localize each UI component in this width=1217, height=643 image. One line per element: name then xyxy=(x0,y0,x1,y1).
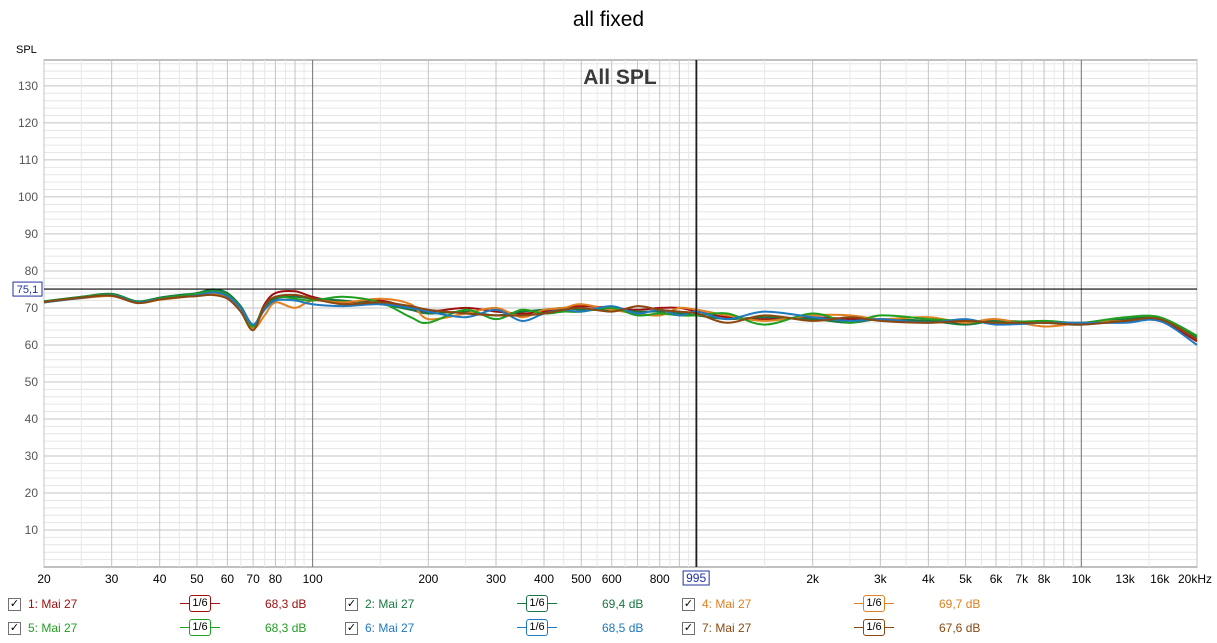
x-tick-label: 10k xyxy=(1072,572,1092,586)
legend-level: 69,7 dB xyxy=(939,597,981,611)
cursor: 995 75,1 xyxy=(12,60,1197,586)
legend-checkbox[interactable]: ✓ xyxy=(345,598,358,611)
legend-checkbox[interactable]: ✓ xyxy=(8,598,21,611)
smoothing-selector[interactable]: 1/6 xyxy=(180,595,220,613)
y-tick-label: 30 xyxy=(25,449,39,463)
legend-series-name: 7: Mai 27 xyxy=(702,621,752,635)
y-tick-labels: 10 20 30 40 50 60 70 80 90 100 110 120 130 xyxy=(18,79,38,537)
legend-level: 67,6 dB xyxy=(939,621,981,635)
x-tick-label: 200 xyxy=(418,572,438,586)
x-tick-label: 13k xyxy=(1115,572,1135,586)
cursor-y-label: 75,1 xyxy=(17,284,38,296)
plot-frame xyxy=(43,59,1198,568)
x-tick-label: 30 xyxy=(105,572,119,586)
legend-row-1: ✓ 1: Mai 27 1/6 68,3 dB ✓ 2: Mai 27 1/6 … xyxy=(0,595,1217,615)
series-line-6 xyxy=(43,293,1198,341)
series-line-3 xyxy=(43,292,1198,341)
smoothing-selector[interactable]: 1/6 xyxy=(854,595,894,613)
x-tick-label: 40 xyxy=(153,572,167,586)
x-tick-label: 500 xyxy=(571,572,591,586)
cursor-x-label: 995 xyxy=(686,571,706,585)
x-tick-label: 600 xyxy=(602,572,622,586)
x-tick-label: 4k xyxy=(922,572,936,586)
legend-series-name: 4: Mai 27 xyxy=(702,597,752,611)
legend-level: 68,3 dB xyxy=(265,621,307,635)
x-tick-label: 400 xyxy=(534,572,554,586)
y-tick-label: 60 xyxy=(25,338,39,352)
y-tick-label: 20 xyxy=(25,486,39,500)
legend-checkbox[interactable]: ✓ xyxy=(345,622,358,635)
smoothing-selector[interactable]: 1/6 xyxy=(854,619,894,637)
cursor-y-box xyxy=(12,281,43,297)
grid xyxy=(43,60,1198,567)
legend-series-name: 6: Mai 27 xyxy=(365,621,415,635)
y-tick-label: 10 xyxy=(25,523,39,537)
x-tick-labels: 20 30 40 50 60 70 80 100 200 300 400 500 600 800 2k 3k 4… xyxy=(37,572,1212,586)
legend-level: 68,3 dB xyxy=(265,597,307,611)
x-tick-label: 7k xyxy=(1015,572,1029,586)
x-tick-label: 8k xyxy=(1038,572,1052,586)
y-tick-label: 70 xyxy=(25,301,39,315)
x-tick-label: 3k xyxy=(874,572,888,586)
x-tick-label: 16k xyxy=(1150,572,1170,586)
chart-subtitle: All SPL xyxy=(583,66,657,89)
x-tick-label: 100 xyxy=(303,572,323,586)
y-tick-label: 80 xyxy=(25,264,39,278)
x-tick-label: 5k xyxy=(959,572,973,586)
x-tick-label: 20kHz xyxy=(1178,572,1212,586)
legend-level: 68,5 dB xyxy=(602,621,644,635)
cursor-x-box xyxy=(682,570,710,586)
y-tick-label: 100 xyxy=(18,190,38,204)
legend-level: 69,4 dB xyxy=(602,597,644,611)
legend-checkbox[interactable]: ✓ xyxy=(682,598,695,611)
chart-title: all fixed xyxy=(572,8,645,31)
legend-checkbox[interactable]: ✓ xyxy=(682,622,695,635)
y-tick-label: 110 xyxy=(19,153,38,167)
x-tick-label: 300 xyxy=(486,572,506,586)
x-tick-label: 6k xyxy=(990,572,1004,586)
y-tick-label: 50 xyxy=(25,375,39,389)
legend-checkbox[interactable]: ✓ xyxy=(8,622,21,635)
x-tick-label: 70 xyxy=(246,572,260,586)
x-tick-label: 20 xyxy=(37,572,51,586)
x-tick-label: 2k xyxy=(806,572,820,586)
legend-series-name: 1: Mai 27 xyxy=(28,597,78,611)
x-tick-label: 800 xyxy=(650,572,670,586)
y-tick-label: 40 xyxy=(25,412,39,426)
legend-series-name: 5: Mai 27 xyxy=(28,621,78,635)
y-tick-label: 90 xyxy=(25,227,39,241)
legend-series-name: 2: Mai 27 xyxy=(365,597,415,611)
x-tick-label: 50 xyxy=(190,572,204,586)
series-line-4 xyxy=(43,290,1198,337)
smoothing-selector[interactable]: 1/6 xyxy=(517,619,557,637)
x-tick-label: 80 xyxy=(269,572,283,586)
smoothing-selector[interactable]: 1/6 xyxy=(180,619,220,637)
x-tick-label: 60 xyxy=(221,572,235,586)
y-axis-label: SPL xyxy=(16,44,37,56)
smoothing-selector[interactable]: 1/6 xyxy=(517,595,557,613)
y-tick-label: 130 xyxy=(18,79,38,93)
y-tick-label: 120 xyxy=(18,116,38,130)
legend-row-2: ✓ 5: Mai 27 1/6 68,3 dB ✓ 6: Mai 27 1/6 … xyxy=(0,619,1217,639)
